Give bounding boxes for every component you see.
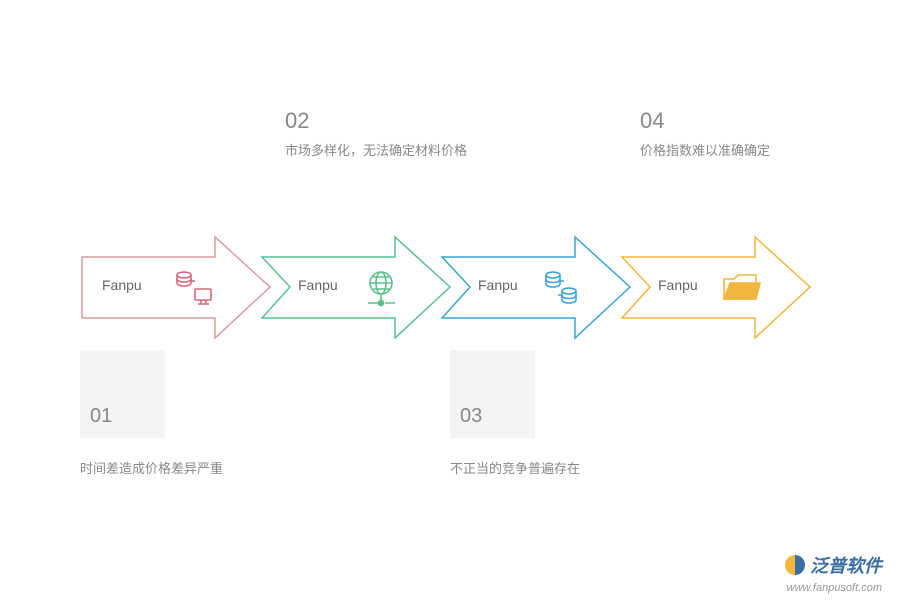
step-2-desc: 市场多样化，无法确定材料价格 [285, 142, 467, 160]
arrow-block-2: Fanpu [260, 235, 440, 340]
arrow-3-text: Fanpu [478, 277, 518, 293]
step-3-desc-block: 不正当的竞争普遍存在 [450, 460, 580, 478]
databases-icon [540, 267, 582, 314]
arrow-block-3: Fanpu [440, 235, 620, 340]
arrow-block-1: Fanpu [80, 235, 260, 340]
step-1-desc: 时间差造成价格差异严重 [80, 460, 223, 478]
step-3-num: 03 [460, 405, 482, 428]
step-1-num-box: 01 [80, 350, 165, 438]
step-4-desc: 价格指数难以准确确定 [640, 142, 770, 160]
footer-brand-text: 泛普软件 [810, 552, 882, 578]
arrow-shape-2 [260, 235, 455, 340]
step-2-label: 02 市场多样化，无法确定材料价格 [285, 108, 467, 160]
step-3-desc: 不正当的竞争普遍存在 [450, 460, 580, 478]
step-1-num: 01 [90, 405, 112, 428]
arrow-1-text: Fanpu [102, 277, 142, 293]
brand-logo-icon [784, 554, 806, 576]
arrow-row: Fanpu Fanpu [80, 235, 800, 340]
footer-brand: 泛普软件 [784, 552, 882, 578]
step-4-num: 04 [640, 108, 770, 134]
globe-network-icon [360, 267, 402, 314]
step-4-label: 04 价格指数难以准确确定 [640, 108, 770, 160]
footer-url: www.fanpusoft.com [787, 582, 882, 594]
arrow-2-text: Fanpu [298, 277, 338, 293]
step-3-num-box: 03 [450, 350, 535, 438]
arrow-4-text: Fanpu [658, 277, 698, 293]
step-2-num: 02 [285, 108, 467, 134]
database-monitor-icon [172, 267, 214, 314]
step-1-desc-block: 时间差造成价格差异严重 [80, 460, 223, 478]
arrow-shape-3 [440, 235, 635, 340]
folder-icon [720, 267, 762, 314]
arrow-shape-4 [620, 235, 815, 340]
arrow-block-4: Fanpu [620, 235, 800, 340]
